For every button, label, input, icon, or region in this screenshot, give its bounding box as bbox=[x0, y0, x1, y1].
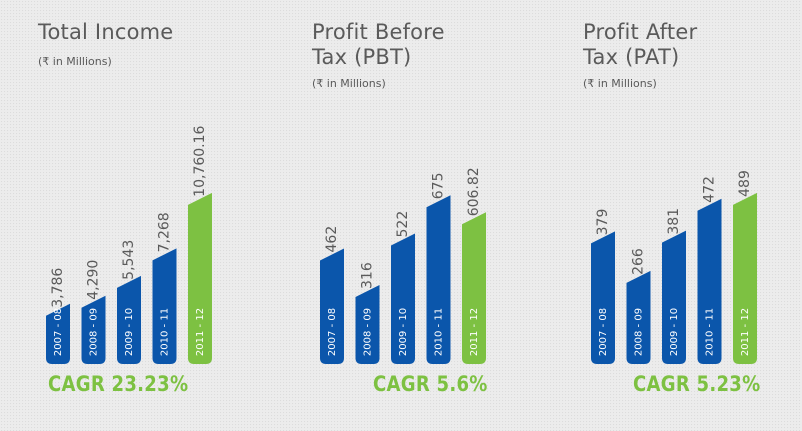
category-label: 2008 - 09 bbox=[634, 308, 645, 356]
value-label: 606.82 bbox=[466, 167, 482, 216]
category-label: 2011 - 12 bbox=[740, 308, 751, 356]
pat-chart: 2007 - 08 379 2008 - 09 266 2009 - 10 381 2010… bbox=[591, 170, 757, 364]
bar-2007-08 bbox=[46, 303, 70, 364]
bar-2009-10 bbox=[391, 233, 415, 364]
bar-2007-08 bbox=[320, 248, 344, 364]
bar-2010-11 bbox=[426, 195, 451, 364]
bar-2008-09 bbox=[355, 285, 380, 364]
category-label: 2010 - 11 bbox=[705, 308, 716, 356]
bar-2010-11 bbox=[697, 198, 722, 364]
category-label: 2009 - 10 bbox=[124, 308, 135, 356]
value-label: 522 bbox=[395, 211, 411, 238]
category-label: 2010 - 11 bbox=[434, 308, 445, 356]
category-label: 2011 - 12 bbox=[195, 308, 206, 356]
category-label: 2009 - 10 bbox=[398, 308, 409, 356]
value-label: 266 bbox=[631, 248, 647, 275]
chart-title: Profit Before Tax (PBT) bbox=[312, 20, 445, 69]
cagr-label: CAGR 5.6% bbox=[373, 372, 488, 396]
value-label: 316 bbox=[360, 262, 376, 289]
category-label: 2008 - 09 bbox=[363, 308, 374, 356]
cagr-label: CAGR 23.23% bbox=[48, 372, 189, 396]
value-label: 675 bbox=[431, 173, 447, 200]
total-income-panel: Total Income (₹ in Millions) 2007 - 08 3,… bbox=[38, 0, 298, 431]
unit-label: (₹ in Millions) bbox=[583, 77, 657, 90]
bar-2008-09 bbox=[81, 295, 106, 364]
value-label: 381 bbox=[666, 208, 682, 235]
total-income-chart: 2007 - 083,786 2008 - 09 4,290 2009 - 10 5,5… bbox=[46, 125, 212, 364]
category-label: 2011 - 12 bbox=[469, 308, 480, 356]
category-label: 2007 - 08 bbox=[53, 308, 64, 356]
cagr-label: CAGR 5.23% bbox=[633, 372, 761, 396]
bar-2009-10 bbox=[662, 230, 686, 364]
category-label: 2008 - 09 bbox=[89, 308, 100, 356]
category-label: 2007 - 08 bbox=[598, 308, 609, 356]
bar-2011-12 bbox=[188, 192, 212, 364]
category-label: 2010 - 11 bbox=[160, 308, 171, 356]
pbt-chart: 2007 - 08 462 2008 - 09 316 2009 - 10 522 2010… bbox=[320, 167, 486, 364]
chart-title: Profit After Tax (PAT) bbox=[583, 20, 698, 69]
value-label: 379 bbox=[595, 209, 611, 236]
unit-label: (₹ in Millions) bbox=[312, 77, 386, 90]
bar-2009-10 bbox=[117, 275, 141, 364]
chart-title: Total Income bbox=[38, 20, 174, 44]
value-label: 3,786 bbox=[50, 268, 66, 308]
value-label: 462 bbox=[324, 226, 340, 253]
value-label: 7,268 bbox=[157, 212, 173, 252]
pbt-panel: Profit Before Tax (PBT) (₹ in Millions) … bbox=[312, 0, 572, 431]
bar-2007-08 bbox=[591, 231, 615, 364]
bar-2011-12 bbox=[733, 192, 757, 364]
value-label: 4,290 bbox=[86, 260, 102, 300]
value-label: 10,760.16 bbox=[192, 125, 208, 196]
pat-panel: Profit After Tax (PAT) (₹ in Millions) 2… bbox=[583, 0, 802, 431]
value-label: 5,543 bbox=[121, 240, 137, 280]
bar-2008-09 bbox=[626, 270, 651, 364]
unit-label: (₹ in Millions) bbox=[38, 55, 112, 68]
value-label: 489 bbox=[737, 170, 753, 197]
category-label: 2009 - 10 bbox=[669, 308, 680, 356]
value-label: 472 bbox=[702, 176, 718, 203]
category-label: 2007 - 08 bbox=[327, 308, 338, 356]
bar-2010-11 bbox=[152, 248, 177, 364]
bar-2011-12 bbox=[462, 212, 486, 364]
